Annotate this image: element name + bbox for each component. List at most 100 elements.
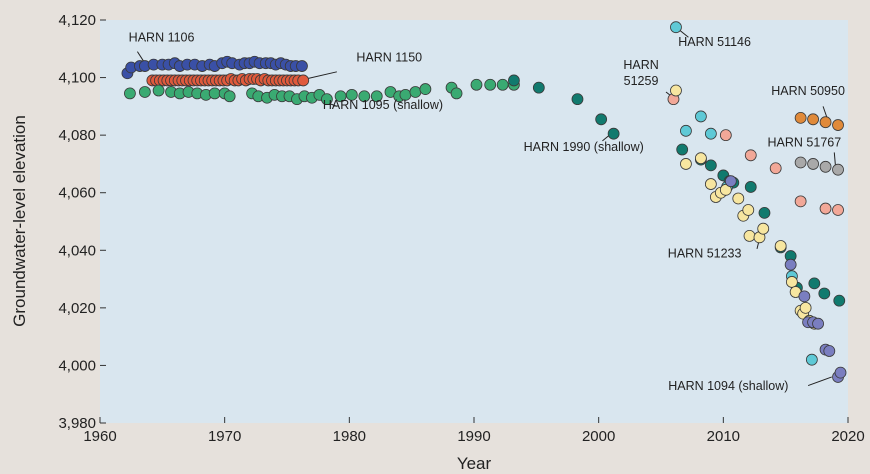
data-point — [769, 162, 782, 175]
data-point — [794, 156, 807, 169]
data-point — [799, 301, 812, 314]
series-annotation: HARN 1095 (shallow) — [323, 98, 443, 112]
data-point — [798, 290, 811, 303]
data-point — [807, 113, 819, 126]
data-point — [818, 287, 831, 300]
data-point — [819, 116, 832, 129]
data-point — [774, 240, 787, 252]
x-axis-label: Year — [457, 454, 492, 473]
data-point — [758, 206, 771, 219]
data-point — [744, 181, 757, 193]
data-point — [694, 152, 707, 165]
data-point — [370, 90, 383, 103]
x-tick-label: 1980 — [333, 428, 366, 445]
x-tick-label: 2010 — [707, 428, 740, 445]
data-point — [704, 127, 717, 140]
y-tick-label: 4,120 — [58, 12, 96, 29]
y-tick-label: 4,060 — [58, 185, 96, 202]
data-point — [812, 317, 824, 330]
series-annotation: HARN 51767 — [768, 136, 842, 150]
data-point — [450, 87, 463, 100]
data-point — [419, 83, 432, 95]
series-harn-1095-shallow — [124, 78, 520, 106]
y-tick-label: 4,080 — [58, 127, 96, 144]
data-point — [297, 74, 310, 87]
data-point — [794, 195, 807, 208]
series-annotation: HARN 51146 — [678, 35, 751, 49]
series-annotation: HARN — [623, 58, 658, 72]
data-point — [358, 90, 371, 103]
y-tick-label: 3,980 — [58, 415, 96, 432]
data-point — [507, 74, 520, 87]
y-tick-label: 4,100 — [58, 70, 96, 87]
data-point — [484, 78, 497, 91]
data-point — [470, 78, 483, 91]
leader-line — [807, 376, 832, 387]
series-harn-1106 — [121, 55, 308, 80]
data-point — [152, 84, 165, 97]
series-harn-50950 — [794, 111, 844, 131]
data-point — [808, 277, 821, 290]
data-point — [732, 192, 745, 205]
data-point — [805, 353, 818, 366]
x-tick-label: 2000 — [582, 428, 615, 445]
data-point — [807, 158, 819, 170]
data-point — [124, 87, 136, 100]
data-point — [208, 87, 221, 100]
data-point — [694, 110, 707, 123]
data-point — [138, 86, 151, 98]
data-point — [786, 276, 798, 288]
data-point — [832, 204, 844, 216]
y-axis-label: Groundwater-level elevation — [10, 115, 29, 327]
data-point — [223, 90, 236, 103]
data-point — [833, 294, 846, 307]
x-tick-label: 1970 — [208, 428, 241, 445]
data-point — [784, 258, 797, 271]
data-point — [571, 93, 584, 106]
x-tick-label: 1960 — [83, 428, 116, 445]
data-point — [670, 21, 682, 34]
data-point — [680, 158, 692, 170]
data-point — [607, 127, 620, 140]
data-point — [834, 366, 847, 379]
data-point — [296, 60, 308, 72]
series-annotation: HARN 1094 (shallow) — [668, 379, 788, 393]
series-annotation: HARN 1150 — [356, 51, 422, 65]
data-point — [794, 111, 807, 124]
y-tick-label: 4,040 — [58, 242, 96, 259]
data-point — [744, 149, 757, 162]
data-point — [680, 124, 692, 137]
series-harn-1150 — [146, 73, 310, 87]
data-point — [320, 93, 333, 106]
data-point — [819, 202, 832, 215]
data-point — [719, 129, 732, 142]
data-point — [757, 222, 770, 235]
data-point — [676, 143, 689, 156]
data-point — [819, 160, 832, 173]
x-tick-label: 2020 — [831, 428, 864, 445]
data-point — [345, 88, 358, 101]
series-annotation: HARN 51233 — [668, 246, 742, 260]
y-tick-label: 4,020 — [58, 300, 96, 317]
leader-line — [833, 152, 837, 167]
data-point — [823, 345, 836, 357]
y-tick-label: 4,000 — [58, 357, 96, 374]
data-point — [670, 84, 682, 97]
data-point — [409, 86, 422, 98]
data-point — [743, 229, 756, 242]
data-point — [704, 159, 717, 172]
series-harn-51767 — [794, 156, 844, 176]
series-annotation: HARN 1106 — [129, 31, 195, 45]
data-point — [742, 204, 755, 216]
data-point — [704, 178, 717, 190]
series-harn-1094-shallow — [724, 175, 847, 383]
data-point — [832, 163, 844, 176]
data-point — [595, 113, 608, 126]
series-annotation: HARN 1990 (shallow) — [524, 140, 644, 154]
data-point — [496, 78, 509, 91]
x-tick-label: 1990 — [457, 428, 490, 445]
leader-line — [305, 71, 337, 80]
series-annotation: HARN 50950 — [771, 84, 845, 98]
data-point — [832, 119, 844, 131]
